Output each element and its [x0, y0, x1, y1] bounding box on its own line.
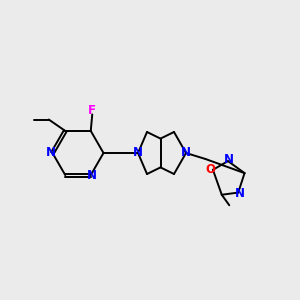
Text: N: N [133, 146, 143, 160]
Text: O: O [206, 163, 215, 176]
Text: F: F [88, 104, 96, 117]
Text: N: N [46, 146, 56, 160]
Text: N: N [224, 153, 234, 167]
Text: N: N [181, 146, 191, 160]
Text: N: N [87, 169, 97, 182]
Text: N: N [235, 187, 245, 200]
